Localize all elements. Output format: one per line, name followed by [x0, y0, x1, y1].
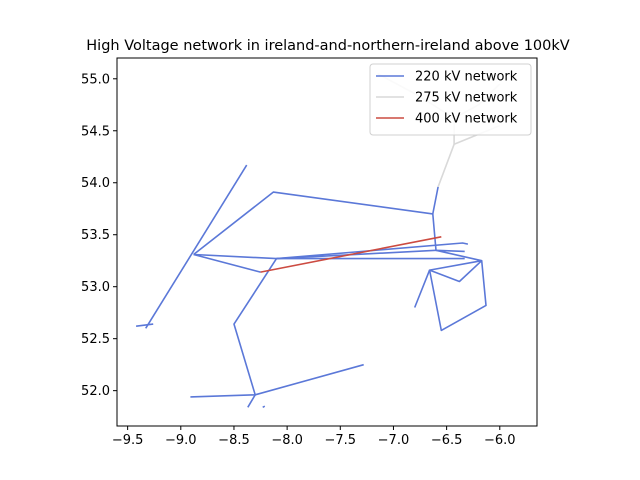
- series-0-segment-1: [136, 323, 154, 327]
- series-0-segment-2: [193, 253, 261, 273]
- series-2-segment-0: [260, 236, 442, 273]
- series-0-segment-14: [276, 249, 437, 260]
- series-0-segment-12: [413, 269, 431, 308]
- series-0-segment-7: [233, 258, 278, 396]
- chart-title: High Voltage network in ireland-and-nort…: [86, 38, 570, 54]
- series-0-segment-9: [247, 394, 256, 408]
- legend-entry-0: 220 kV network: [415, 70, 518, 85]
- y-tick-label: 52.0: [81, 384, 110, 399]
- y-tick-label: 53.0: [81, 280, 110, 295]
- legend-box: [369, 63, 532, 136]
- x-tick-label: −7.5: [325, 433, 357, 448]
- series-0-segment-13: [428, 260, 487, 332]
- y-tick-label: 54.5: [81, 124, 110, 139]
- y-tick-label: 55.0: [81, 72, 110, 87]
- series-2: [260, 236, 442, 273]
- series-0-segment-11: [428, 249, 483, 283]
- x-tick-label: −6.5: [431, 433, 463, 448]
- axes: −9.5 −9.0 −8.5 −8.0 −7.5 −7.0 −6.5 −6.0 52.0 52.5…: [81, 57, 538, 448]
- x-tick-label: −7.0: [378, 433, 410, 448]
- legend: 220 kV network 275 kV network 400 kV netwo…: [369, 63, 532, 136]
- series-0: [136, 164, 487, 409]
- x-tick-label: −6.0: [484, 433, 516, 448]
- series-0-segment-0: [145, 164, 248, 329]
- x-tick-label: −8.5: [218, 433, 250, 448]
- legend-entry-2: 400 kV network: [415, 112, 518, 127]
- legend-entry-1: 275 kV network: [415, 91, 518, 106]
- series-0-segment-6: [276, 242, 469, 260]
- y-tick-label: 54.0: [81, 176, 110, 191]
- y-tick-label: 53.5: [81, 228, 110, 243]
- x-tick-label: −8.0: [271, 433, 303, 448]
- x-tick-label: −9.5: [112, 433, 144, 448]
- series-0-segment-10: [262, 405, 266, 409]
- plot-frame: [116, 57, 538, 427]
- y-tick-label: 52.5: [81, 332, 110, 347]
- series-0-segment-4: [193, 186, 439, 256]
- plot-area: [136, 72, 501, 409]
- x-tick-label: −9.0: [165, 433, 197, 448]
